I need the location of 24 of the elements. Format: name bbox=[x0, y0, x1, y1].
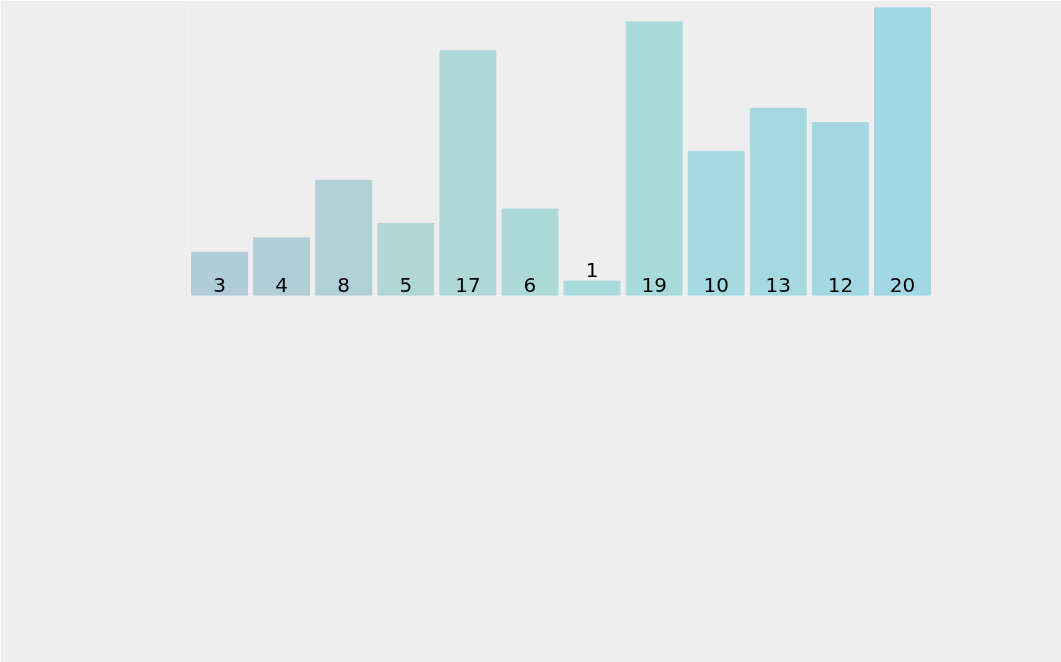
data-label: 8 bbox=[337, 272, 351, 297]
data-label: 5 bbox=[399, 272, 413, 297]
data-label: 10 bbox=[703, 272, 729, 297]
bar bbox=[191, 251, 248, 296]
data-label: 1 bbox=[585, 258, 599, 283]
data-label: 3 bbox=[213, 272, 226, 297]
bar bbox=[874, 7, 931, 296]
data-label: 4 bbox=[275, 272, 288, 297]
bar bbox=[811, 122, 869, 296]
bar bbox=[253, 237, 311, 296]
bar bbox=[501, 208, 559, 296]
bar bbox=[377, 223, 435, 296]
bar bbox=[315, 179, 373, 296]
data-label: 19 bbox=[641, 272, 667, 297]
bar bbox=[749, 107, 807, 296]
bar bbox=[625, 21, 683, 296]
bar bbox=[563, 280, 621, 296]
bar bbox=[687, 151, 745, 296]
data-label: 17 bbox=[455, 272, 481, 297]
data-label: 6 bbox=[523, 272, 537, 297]
data-label: 12 bbox=[827, 272, 854, 297]
data-label: 13 bbox=[765, 272, 792, 297]
bar bbox=[439, 50, 497, 296]
data-label: 20 bbox=[889, 272, 916, 297]
